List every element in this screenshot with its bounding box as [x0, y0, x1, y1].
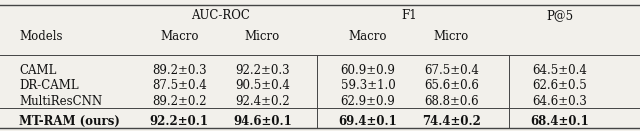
Text: 68.4±0.1: 68.4±0.1: [531, 115, 589, 128]
Text: 68.8±0.6: 68.8±0.6: [424, 95, 479, 108]
Text: 92.2±0.1: 92.2±0.1: [150, 115, 209, 128]
Text: Macro: Macro: [160, 30, 198, 43]
Text: DR-CAML: DR-CAML: [19, 79, 79, 92]
Text: 65.6±0.6: 65.6±0.6: [424, 79, 479, 92]
Text: Macro: Macro: [349, 30, 387, 43]
Text: 74.4±0.2: 74.4±0.2: [422, 115, 481, 128]
Text: 94.6±0.1: 94.6±0.1: [233, 115, 292, 128]
Text: 92.4±0.2: 92.4±0.2: [235, 95, 290, 108]
Text: 64.6±0.3: 64.6±0.3: [532, 95, 588, 108]
Text: Micro: Micro: [433, 30, 469, 43]
Text: 62.9±0.9: 62.9±0.9: [340, 95, 396, 108]
Text: 69.4±0.1: 69.4±0.1: [339, 115, 397, 128]
Text: AUC-ROC: AUC-ROC: [191, 9, 250, 22]
Text: 89.2±0.2: 89.2±0.2: [152, 95, 207, 108]
Text: 87.5±0.4: 87.5±0.4: [152, 79, 207, 92]
Text: 60.9±0.9: 60.9±0.9: [340, 64, 396, 77]
Text: 62.6±0.5: 62.6±0.5: [532, 79, 588, 92]
Text: 64.5±0.4: 64.5±0.4: [532, 64, 588, 77]
Text: CAML: CAML: [19, 64, 56, 77]
Text: Models: Models: [19, 30, 63, 43]
Text: 67.5±0.4: 67.5±0.4: [424, 64, 479, 77]
Text: 92.2±0.3: 92.2±0.3: [235, 64, 290, 77]
Text: 89.2±0.3: 89.2±0.3: [152, 64, 207, 77]
Text: F1: F1: [402, 9, 417, 22]
Text: Micro: Micro: [244, 30, 280, 43]
Text: MT-RAM (ours): MT-RAM (ours): [19, 115, 120, 128]
Text: MultiResCNN: MultiResCNN: [19, 95, 102, 108]
Text: 90.5±0.4: 90.5±0.4: [235, 79, 290, 92]
Text: 59.3±1.0: 59.3±1.0: [340, 79, 396, 92]
Text: P@5: P@5: [547, 9, 573, 22]
